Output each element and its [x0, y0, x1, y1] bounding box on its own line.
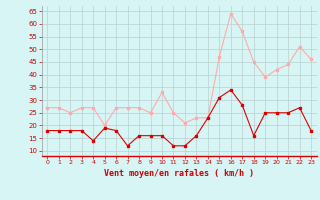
X-axis label: Vent moyen/en rafales ( km/h ): Vent moyen/en rafales ( km/h ) [104, 169, 254, 178]
